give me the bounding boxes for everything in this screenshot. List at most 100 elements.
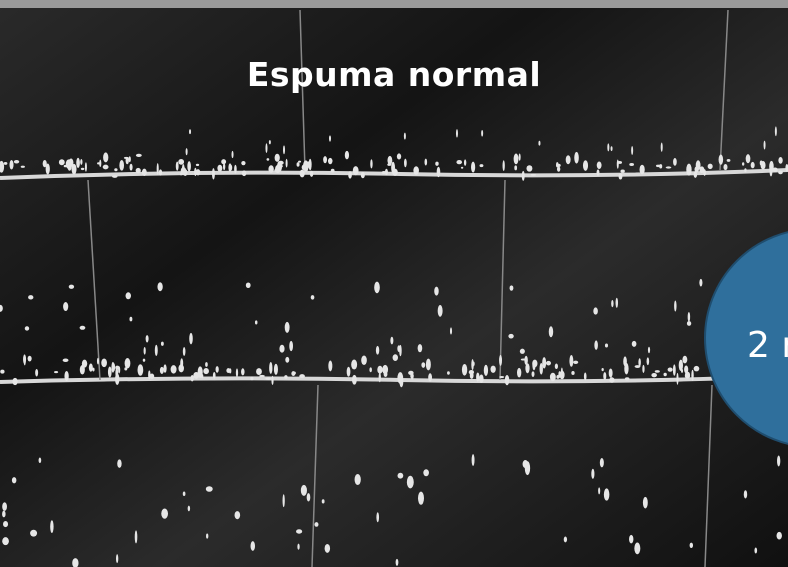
foam-spot: [234, 511, 241, 520]
foam-spot: [476, 372, 480, 382]
foam-spot: [678, 359, 683, 371]
foam-spot: [189, 332, 193, 345]
foam-spot: [141, 168, 147, 176]
foam-spot: [514, 165, 518, 171]
foam-spot: [615, 297, 619, 308]
foam-spot: [38, 457, 42, 464]
foam-spot: [642, 496, 648, 509]
foam-spot: [63, 301, 69, 312]
foam-spot: [117, 459, 122, 468]
foam-spot: [456, 160, 463, 165]
foam-spot: [607, 143, 610, 152]
foam-spot: [707, 163, 713, 170]
foam-spot: [268, 165, 274, 173]
foam-spot: [180, 167, 187, 176]
foam-spot: [594, 340, 598, 350]
foam-spot: [323, 156, 328, 164]
foam-spot: [68, 284, 75, 289]
foam-spot: [546, 360, 551, 366]
foam-spot: [569, 355, 574, 367]
foam-spot: [352, 166, 359, 176]
foam-spot: [549, 372, 556, 382]
foam-spot: [284, 375, 288, 379]
foam-spot: [135, 167, 141, 174]
foam-spot: [687, 311, 691, 322]
foam-spot: [285, 356, 290, 363]
foam-spot: [672, 364, 676, 376]
foam-spot: [112, 175, 118, 178]
foam-spot: [463, 159, 467, 166]
foam-spot: [81, 359, 88, 368]
foam-spot: [361, 355, 367, 365]
foam-spot: [509, 285, 514, 291]
foam-spot: [195, 163, 200, 167]
foam-spot: [684, 373, 691, 379]
foam-spot: [0, 160, 5, 173]
foam-spot: [159, 366, 164, 374]
foam-spot: [0, 304, 3, 312]
foam-spot: [180, 358, 184, 369]
foam-spot: [403, 132, 406, 140]
foam-spot: [279, 344, 285, 353]
foam-spot: [20, 165, 25, 168]
foam-spot: [631, 145, 634, 155]
foam-spot: [346, 366, 351, 377]
foam-spot: [222, 163, 226, 171]
foam-spot: [265, 143, 268, 153]
foam-spot: [686, 163, 692, 176]
foam-spot: [726, 158, 731, 162]
foam-spot: [634, 542, 641, 555]
foam-spot: [560, 367, 563, 378]
foam-spot: [526, 165, 533, 172]
foam-spot: [525, 363, 530, 374]
foam-spot: [471, 359, 474, 371]
foam-spot: [235, 368, 239, 378]
foam-spot: [774, 126, 777, 137]
foam-spot: [778, 157, 783, 164]
foam-spot: [691, 369, 694, 381]
foam-spot: [574, 151, 579, 164]
foam-spot: [296, 529, 303, 534]
foam-spot: [397, 345, 401, 353]
foam-spot: [134, 530, 138, 544]
foam-spot: [351, 374, 357, 385]
foam-spot: [673, 158, 677, 166]
foam-spot: [425, 358, 431, 371]
foam-spot: [513, 153, 519, 165]
foam-spot: [283, 145, 286, 155]
foam-spot: [0, 369, 5, 374]
foam-spot: [250, 376, 254, 381]
foam-spot: [750, 161, 755, 169]
foam-spot: [231, 150, 234, 159]
foam-spot: [410, 373, 414, 379]
foam-spot: [119, 159, 125, 171]
foam-spot: [596, 169, 600, 176]
foam-spot: [101, 358, 107, 368]
foam-spot: [92, 367, 95, 372]
foam-spot: [241, 161, 246, 166]
foam-spot: [58, 159, 65, 166]
foam-spot: [324, 543, 331, 553]
foam-spot: [667, 367, 673, 372]
foam-spot: [185, 148, 188, 156]
foam-spot: [437, 304, 443, 317]
foam-spot: [123, 156, 129, 159]
foam-spot: [182, 491, 186, 497]
foam-spot: [297, 543, 300, 550]
foam-spot: [107, 366, 112, 378]
foam-spot: [2, 510, 6, 518]
foam-spot: [616, 159, 619, 169]
foam-spot: [591, 468, 595, 479]
foam-spot: [348, 171, 352, 179]
foam-spot: [518, 153, 521, 161]
foam-spot: [45, 163, 50, 175]
foam-spot: [124, 358, 131, 369]
foam-spot: [241, 368, 245, 376]
foam-spot: [79, 325, 86, 330]
foam-spot: [638, 358, 641, 367]
foam-spot: [217, 164, 223, 172]
foam-spot: [556, 166, 561, 172]
foam-spot: [35, 369, 39, 377]
foam-spot: [321, 499, 325, 504]
